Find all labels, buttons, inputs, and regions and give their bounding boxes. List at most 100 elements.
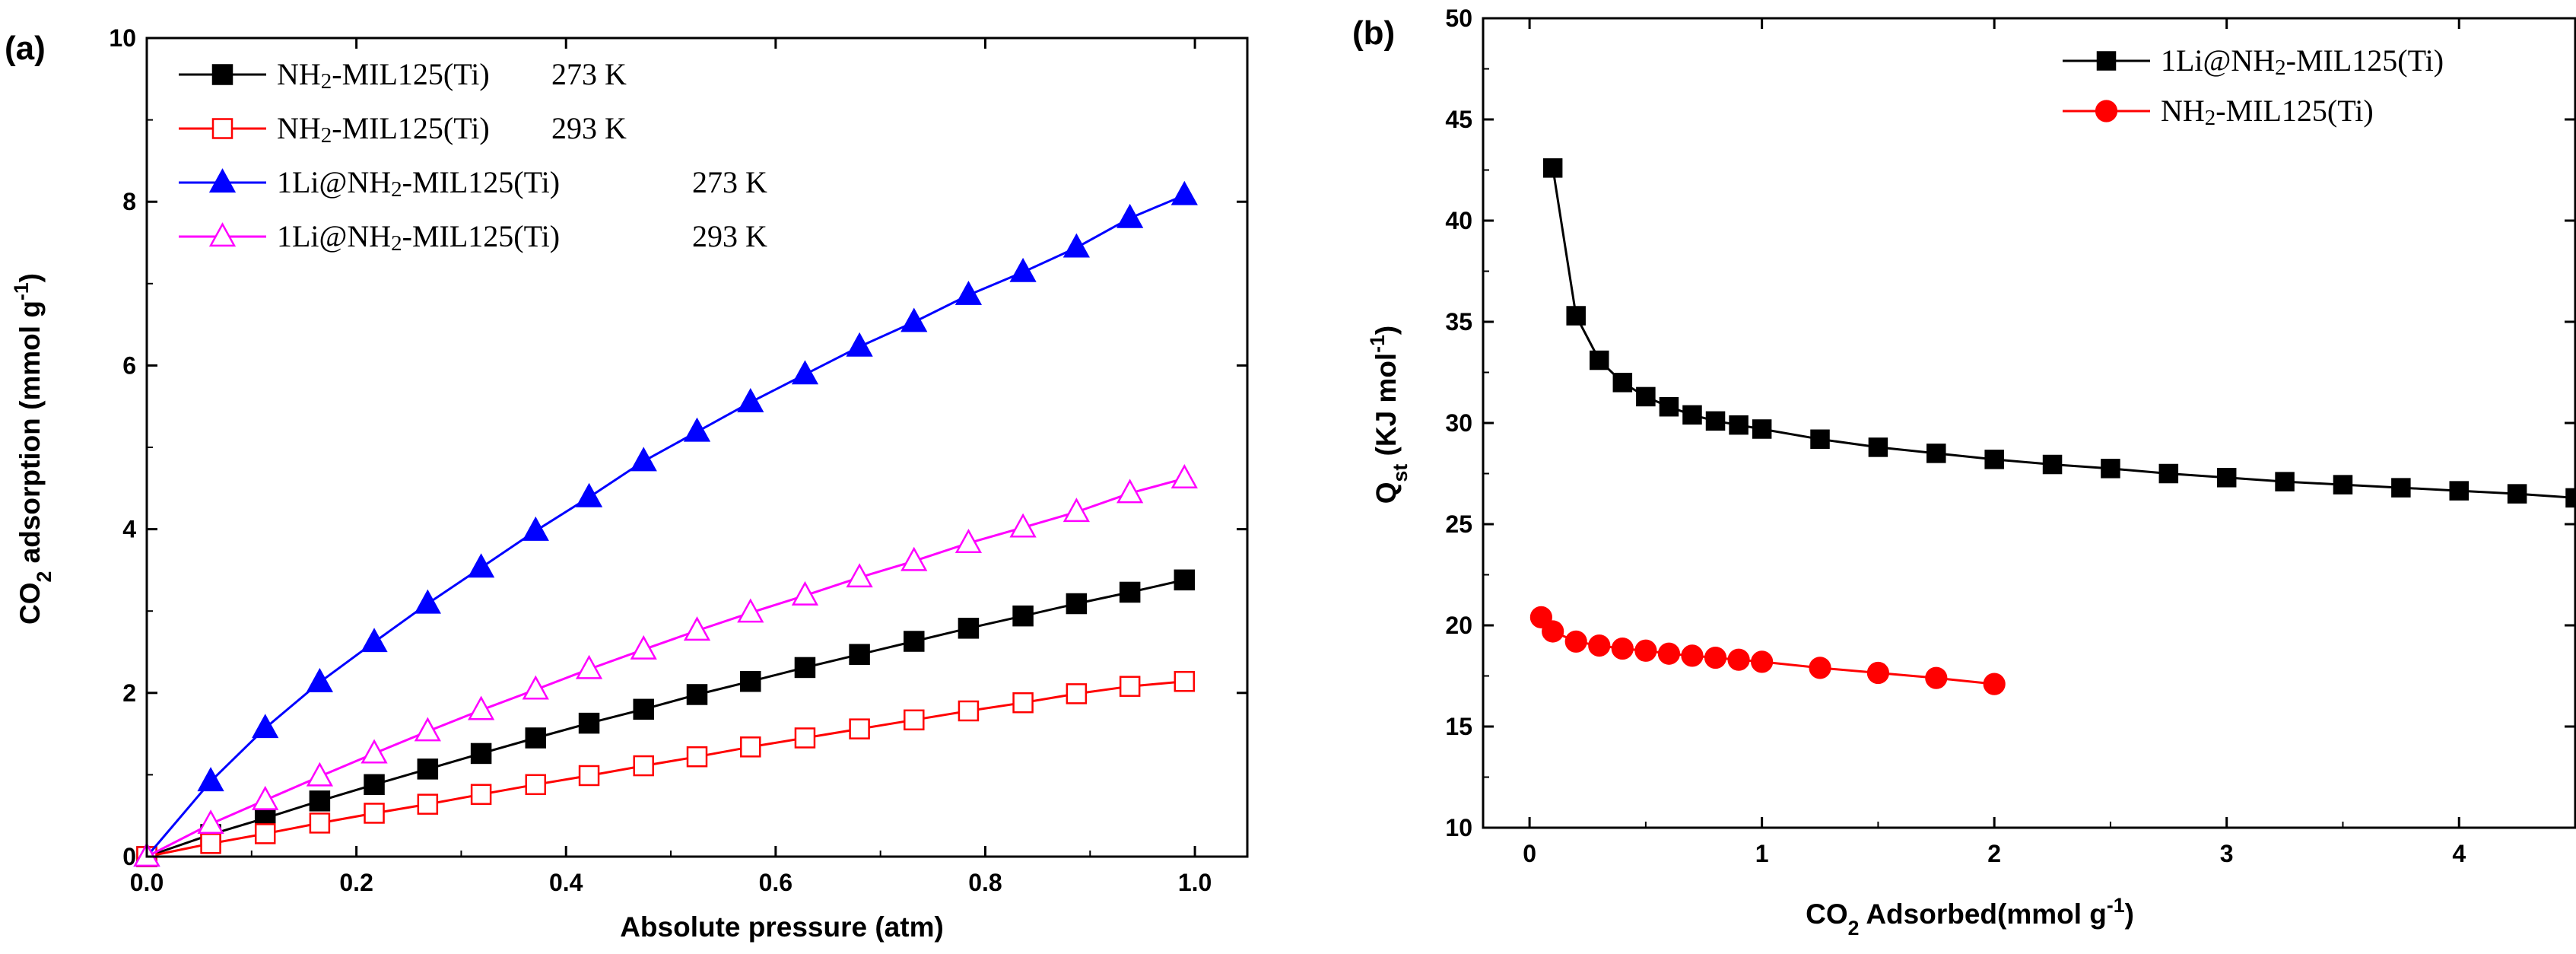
label-part: Adsorbed(mmol g <box>1859 898 2106 930</box>
legend-label: 1Li@NH2-MIL125(Ti) 293 K <box>277 219 767 256</box>
data-point <box>309 812 331 834</box>
data-point <box>2507 484 2527 504</box>
data-point <box>1681 644 1704 667</box>
data-point <box>900 546 928 571</box>
data-point <box>417 758 439 780</box>
label-part: st <box>1389 464 1412 482</box>
data-point <box>904 709 925 731</box>
data-point <box>1009 257 1037 282</box>
label-part: 2 <box>1848 917 1860 940</box>
panel-a-y-axis-label: CO2 adsorption (mmol g-1) <box>10 273 56 625</box>
label-part: 2 <box>33 571 56 583</box>
data-point <box>364 803 385 824</box>
legend-entry-1: NH2-MIL125(Ti) <box>2063 94 2374 130</box>
legend-label: 1Li@NH2-MIL125(Ti) <box>2161 43 2444 80</box>
data-point <box>2333 475 2353 494</box>
legend-part: -MIL125(Ti) <box>2286 43 2444 78</box>
data-point <box>2042 454 2063 475</box>
legend-part: 273 K <box>551 57 627 91</box>
data-point <box>414 589 441 614</box>
y-tick-label: 6 <box>122 351 136 379</box>
data-point <box>522 516 549 541</box>
y-tick-label: 30 <box>1445 409 1472 437</box>
data-point <box>525 774 547 796</box>
y-tick-label: 8 <box>122 188 136 215</box>
data-point <box>686 746 708 768</box>
data-point <box>1066 683 1088 704</box>
data-point <box>1657 642 1681 665</box>
label-part: -1 <box>1366 335 1389 353</box>
data-point <box>1066 593 1088 615</box>
plot-frame <box>1482 17 2576 829</box>
data-point <box>1729 415 1749 435</box>
data-point <box>1590 350 1609 370</box>
data-point <box>1174 569 1196 591</box>
data-point <box>849 644 870 665</box>
data-point <box>791 580 819 606</box>
data-point <box>1636 386 1656 407</box>
legend-part: NH <box>2161 94 2205 128</box>
label-part: ) <box>1371 326 1402 335</box>
data-point <box>1984 450 2004 469</box>
data-point <box>630 634 657 660</box>
data-point <box>1682 405 1702 425</box>
legend-part: 2 <box>321 123 332 148</box>
data-point <box>414 717 441 742</box>
data-point <box>467 553 495 578</box>
legend-part: -MIL125(Ti) <box>402 165 560 199</box>
y-tick-label: 4 <box>122 516 136 543</box>
legend-label: 1Li@NH2-MIL125(Ti) 273 K <box>277 165 767 202</box>
data-point <box>846 563 873 588</box>
label-part: -1 <box>2107 894 2125 917</box>
y-tick-label: 40 <box>1445 207 1472 234</box>
data-point <box>525 727 547 749</box>
y-tick-label: 10 <box>1445 814 1472 841</box>
data-point <box>740 670 761 692</box>
data-point <box>211 118 233 139</box>
panel-b-axes: 0 1 2 3 4 10 15 20 25 30 35 40 45 50 <box>1445 5 2576 867</box>
x-tick-label: 0.0 <box>130 869 164 896</box>
legend-part: -MIL125(Ti) <box>332 111 489 145</box>
data-point <box>1542 620 1564 643</box>
legend-part: -MIL125(Ti) <box>402 219 560 253</box>
data-point <box>954 529 983 553</box>
data-point <box>1566 306 1586 326</box>
data-point <box>522 675 549 700</box>
label-part: Q <box>1371 482 1402 504</box>
data-point <box>1926 444 1946 463</box>
data-point <box>954 281 983 305</box>
label-part: (KJ mol <box>1371 353 1402 464</box>
data-point <box>633 698 654 720</box>
data-point <box>1612 373 1633 393</box>
legend-entry-0: NH2-MIL125(Ti) 273 K <box>179 57 627 94</box>
label-part: CO <box>1806 898 1848 930</box>
data-point <box>197 767 224 792</box>
data-point <box>1752 419 1772 439</box>
series-0 <box>1542 158 2576 508</box>
data-point <box>1983 673 2006 695</box>
data-point <box>1012 605 1034 627</box>
data-point <box>1809 657 1831 679</box>
data-point <box>1866 661 1889 685</box>
panel-a-plot <box>133 180 1198 867</box>
label-part: ) <box>2125 898 2134 930</box>
data-point <box>737 598 764 623</box>
plot-frame <box>145 37 1249 858</box>
y-tick-label: 20 <box>1445 612 1472 639</box>
data-point <box>1588 634 1611 657</box>
y-tick-label: 2 <box>122 679 136 707</box>
data-point <box>904 631 925 652</box>
legend-part: 2 <box>321 69 332 94</box>
x-tick-label: 2 <box>1987 840 2001 867</box>
legend-part: 293 K <box>551 111 627 145</box>
legend-part: 1Li@NH <box>277 219 391 253</box>
x-tick-label: 0.6 <box>759 869 792 896</box>
legend-part: 293 K <box>692 219 767 253</box>
data-point <box>1542 158 1563 178</box>
data-point <box>1810 429 1830 450</box>
x-tick-label: 0.2 <box>339 869 373 896</box>
series-line <box>1552 167 2576 499</box>
